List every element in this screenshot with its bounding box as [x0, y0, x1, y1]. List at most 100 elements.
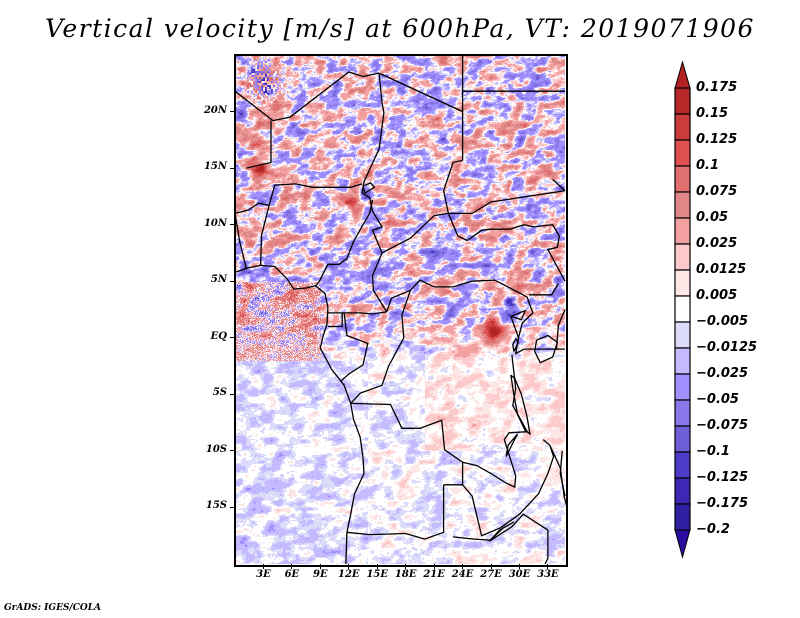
y-tick-mark — [230, 450, 235, 452]
x-tick-mark — [291, 564, 293, 569]
y-tick-label: 5S — [212, 387, 227, 399]
border-line — [246, 120, 272, 169]
colorbar-swatch — [674, 425, 691, 453]
x-tick-label: 3E — [256, 569, 271, 580]
border-line — [346, 484, 445, 540]
x-tick-mark — [547, 564, 549, 569]
y-tick-mark — [230, 393, 235, 395]
border-line — [268, 183, 363, 206]
x-tick-label: 9E — [313, 569, 328, 580]
colorbar-swatch — [674, 295, 691, 323]
x-tick-mark — [490, 564, 492, 569]
colorbar-level-label: 0.175 — [696, 80, 738, 95]
y-tick-mark — [230, 337, 235, 339]
colorbar-swatch — [674, 373, 691, 401]
border-line — [510, 309, 527, 321]
colorbar-swatch — [674, 217, 691, 245]
colorbar-level-label: 0.05 — [696, 210, 729, 225]
x-tick-mark — [319, 564, 321, 569]
x-tick-label: 33E — [537, 569, 559, 580]
border-line — [488, 521, 515, 542]
colorbar-level-label: −0.1 — [696, 444, 730, 459]
colorbar-level-label: 0.15 — [696, 106, 729, 121]
colorbar-swatch — [674, 399, 691, 427]
border-line — [453, 513, 549, 541]
colorbar-level-label: −0.2 — [696, 522, 730, 537]
border-line — [381, 212, 468, 254]
border-line — [340, 312, 369, 382]
y-tick-label: 15N — [203, 161, 227, 173]
colorbar-swatch — [674, 269, 691, 297]
colorbar-level-label: −0.0125 — [696, 340, 758, 355]
colorbar-extend-min — [674, 529, 691, 559]
colorbar-swatch — [674, 113, 691, 141]
y-tick-mark — [230, 506, 235, 508]
border-line — [327, 311, 387, 315]
colorbar-level-label: −0.005 — [696, 314, 749, 329]
x-tick-label: 6E — [284, 569, 300, 580]
x-tick-label: 24E — [451, 569, 474, 580]
x-tick-mark — [462, 564, 464, 569]
border-line — [511, 354, 517, 389]
y-tick-mark — [230, 280, 235, 282]
border-line — [466, 224, 566, 282]
x-tick-mark — [262, 564, 264, 569]
border-line — [327, 312, 343, 328]
colorbar-level-label: 0.125 — [696, 132, 738, 147]
x-tick-mark — [376, 564, 378, 569]
border-line — [555, 309, 566, 350]
border-line — [544, 530, 549, 565]
colorbar-extend-max — [674, 60, 691, 89]
colorbar-level-label: 0.0125 — [696, 262, 747, 277]
border-line — [234, 213, 248, 269]
border-line — [386, 279, 528, 313]
colorbar-level-label: 0.075 — [696, 184, 738, 199]
y-tick-label: 5N — [210, 274, 227, 286]
y-tick-mark — [230, 224, 235, 226]
x-tick-label: 21E — [423, 569, 445, 580]
colorbar-level-label: 0.1 — [696, 158, 720, 173]
x-tick-mark — [348, 564, 350, 569]
border-line — [234, 71, 380, 122]
colorbar-swatch — [674, 243, 691, 271]
colorbar-level-label: −0.025 — [696, 366, 749, 381]
colorbar-swatch — [674, 321, 691, 349]
border-line — [362, 182, 376, 194]
y-tick-mark — [230, 111, 235, 113]
border-line — [534, 334, 559, 364]
border-line — [259, 205, 270, 266]
colorbar-swatch — [674, 165, 691, 193]
colorbar-level-label: 0.005 — [696, 288, 738, 303]
colorbar-swatch — [674, 139, 691, 167]
x-tick-label: 12E — [338, 569, 360, 580]
x-tick-label: 30E — [508, 569, 531, 580]
colorbar-level-label: −0.075 — [696, 418, 749, 433]
map-plot-area — [234, 55, 568, 565]
colorbar-swatch — [674, 451, 691, 479]
border-line — [350, 290, 412, 404]
y-tick-mark — [230, 167, 235, 169]
y-tick-label: 10N — [203, 217, 227, 229]
border-line — [462, 431, 528, 489]
y-tick-label: 20N — [203, 104, 227, 116]
border-line — [552, 178, 566, 192]
x-tick-label: 18E — [394, 569, 417, 580]
x-tick-mark — [433, 564, 435, 569]
grads-credit: GrADS: IGES/COLA — [4, 603, 102, 613]
border-line — [505, 433, 519, 457]
x-tick-label: 27E — [480, 569, 502, 580]
border-line — [448, 190, 566, 215]
border-line — [442, 159, 463, 214]
colorbar-level-label: −0.175 — [696, 496, 749, 511]
colorbar-swatch — [674, 87, 691, 115]
vertical-velocity-field — [235, 55, 565, 564]
border-line — [315, 199, 374, 287]
colorbar-level-label: −0.05 — [696, 392, 739, 407]
x-tick-mark — [405, 564, 407, 569]
colorbar-swatch — [674, 503, 691, 531]
border-line — [517, 296, 534, 338]
colorbar-swatch — [674, 191, 691, 219]
border-line — [529, 283, 559, 296]
colorbar-swatch — [674, 477, 691, 505]
y-tick-label: 10S — [205, 443, 227, 455]
